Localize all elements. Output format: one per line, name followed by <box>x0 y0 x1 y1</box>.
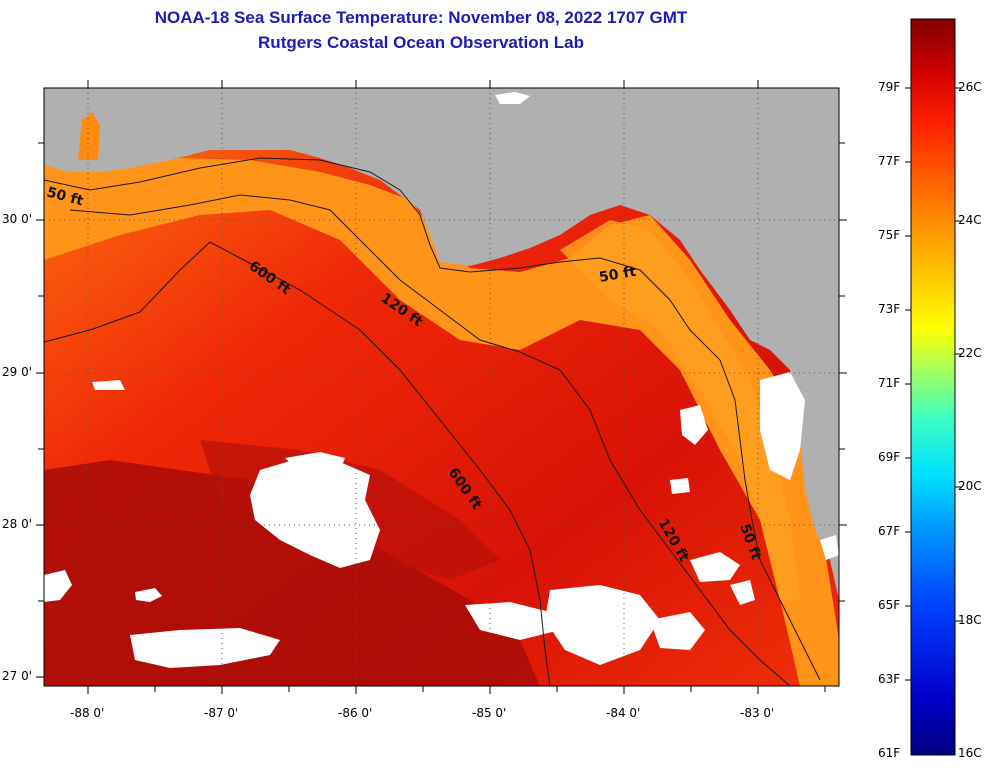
shelf-zone-inner <box>560 220 800 600</box>
colorbar-c-label: 24C <box>958 213 982 227</box>
colorbar-c-label: 22C <box>958 346 982 360</box>
colorbar-c-label: 20C <box>958 479 982 493</box>
colorbar-ticks <box>905 87 961 681</box>
colorbar-f-label: 65F <box>878 598 901 612</box>
colorbar-f-label: 77F <box>878 154 901 168</box>
contour-label: 50 ft <box>598 264 638 286</box>
map-title: NOAA-18 Sea Surface Temperature: Novembe… <box>154 8 688 27</box>
colorbar-f-label: 79F <box>878 80 901 94</box>
plot-frame <box>43 87 840 687</box>
colorbar-c-label: 26C <box>958 80 982 94</box>
lat-label: 30 0' <box>2 212 33 226</box>
colorbar-f-label: 61F <box>878 746 901 760</box>
map-subtitle: Rutgers Coastal Ocean Observation Lab <box>258 33 584 52</box>
colorbar-f-label: 75F <box>878 228 901 242</box>
colorbar-f-label: 63F <box>878 672 901 686</box>
colorbar-f-label: 67F <box>878 524 901 538</box>
lon-label: -86 0' <box>338 706 373 720</box>
colorbar <box>910 18 956 756</box>
cloud-patches <box>44 380 839 668</box>
lon-label: -84 0' <box>606 706 641 720</box>
lon-label: -88 0' <box>70 706 105 720</box>
lon-label: -83 0' <box>740 706 775 720</box>
contour-600ft <box>44 241 551 686</box>
colorbar-c-label: 16C <box>958 746 982 760</box>
contour-50ft <box>44 157 821 681</box>
lon-label: -87 0' <box>204 706 239 720</box>
warm-core <box>44 460 540 686</box>
mobile-bay <box>78 112 100 160</box>
colorbar-f-label: 71F <box>878 376 901 390</box>
colorbar-c-label: 18C <box>958 613 982 627</box>
depth-contours <box>44 157 821 686</box>
cloud-east-coast <box>760 372 805 480</box>
colorbar-f-label: 69F <box>878 450 901 464</box>
colorbar-f-label: 73F <box>878 302 901 316</box>
lon-label: -85 0' <box>472 706 507 720</box>
lat-label: 29 0' <box>2 365 33 379</box>
lat-label: 28 0' <box>2 517 33 531</box>
land-area <box>44 88 839 600</box>
axis-ticks <box>36 80 847 694</box>
coastal-marsh <box>495 92 530 104</box>
lat-label: 27 0' <box>2 669 33 683</box>
contour-120ft <box>69 194 791 686</box>
